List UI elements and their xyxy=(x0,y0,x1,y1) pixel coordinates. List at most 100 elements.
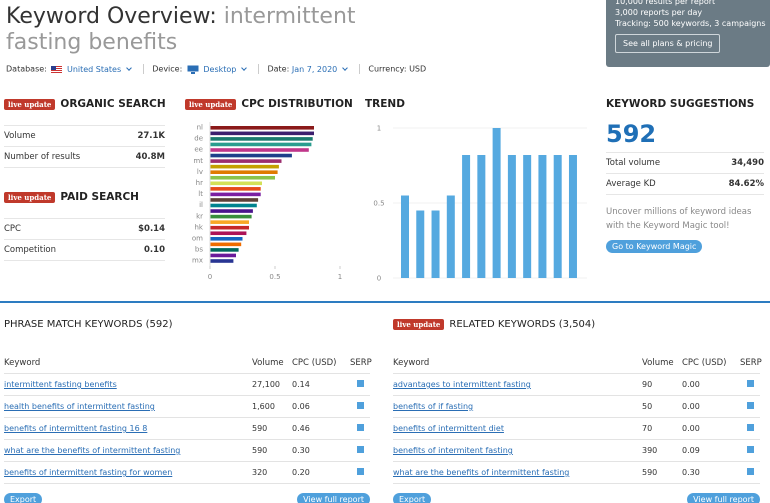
keyword-link[interactable]: benefits of intermittent fasting for wom… xyxy=(4,468,173,477)
cpc-bar xyxy=(210,192,261,197)
serp-icon[interactable] xyxy=(356,468,364,475)
database-select[interactable]: United States xyxy=(66,64,122,74)
trend-bar xyxy=(492,128,501,278)
cpc-bar xyxy=(210,203,257,208)
info-text: Uncover millions of keyword ideas with t… xyxy=(606,207,752,231)
serp-cell xyxy=(350,446,370,455)
x-tick-label: 0.5 xyxy=(269,273,280,281)
cell: 590 xyxy=(642,468,658,477)
cell: 0.46 xyxy=(292,424,310,433)
serp-icon[interactable] xyxy=(746,380,754,387)
cell: 0.00 xyxy=(682,402,700,411)
serp-icon[interactable] xyxy=(356,424,364,431)
cell: 0.30 xyxy=(292,446,310,455)
keyword-suggestions: KEYWORD SUGGESTIONS 592 Total volume 34,4… xyxy=(606,98,764,253)
cell: 590 xyxy=(252,446,268,455)
table-row: what are the benefits of intermittent fa… xyxy=(393,462,760,484)
keyword-link[interactable]: what are the benefits of intermittent fa… xyxy=(393,468,570,477)
metric-label: Volume xyxy=(4,131,36,141)
table-row: benefits of intermittent diet 70 0.00 xyxy=(393,418,760,440)
title-text: Keyword Overview: xyxy=(6,4,217,29)
column-header: Volume xyxy=(252,357,284,368)
keyword-link[interactable]: benefits of intermitent fasting xyxy=(393,446,513,455)
keyword-link[interactable]: health benefits of intermittent fasting xyxy=(4,402,155,411)
cell: 390 xyxy=(642,446,658,455)
serp-cell xyxy=(740,402,760,411)
keyword-link[interactable]: benefits of if fasting xyxy=(393,402,474,411)
cpc-bar xyxy=(210,198,259,202)
cpc-bar xyxy=(210,181,262,186)
column-header: Keyword xyxy=(4,357,41,368)
country-label: hk xyxy=(195,223,204,231)
serp-cell xyxy=(350,402,370,411)
section-title: CPC DISTRIBUTION xyxy=(241,98,353,110)
table-title: PHRASE MATCH KEYWORDS (592) xyxy=(4,318,370,352)
serp-icon[interactable] xyxy=(356,380,364,387)
serp-icon[interactable] xyxy=(746,468,754,475)
serp-icon[interactable] xyxy=(746,446,754,453)
date-select[interactable]: Jan 7, 2020 xyxy=(291,64,338,74)
table-header: Keyword Volume CPC (USD) SERP xyxy=(4,352,372,374)
label: Currency: xyxy=(368,64,407,74)
trend-bar xyxy=(538,155,547,278)
x-tick-label: 0 xyxy=(208,273,212,281)
cell: 50 xyxy=(642,402,653,411)
cpc-bar xyxy=(210,148,309,152)
section-title: PHRASE MATCH KEYWORDS (592) xyxy=(4,319,173,330)
view-report-button[interactable]: View full report xyxy=(297,493,370,503)
table-row: benefits of intermitent fasting 390 0.09 xyxy=(393,440,760,462)
serp-cell xyxy=(740,468,760,477)
serp-icon[interactable] xyxy=(746,424,754,431)
country-label: lv xyxy=(197,168,203,176)
cpc-bar xyxy=(210,259,234,263)
cell: 90 xyxy=(642,380,653,389)
view-report-button[interactable]: View full report xyxy=(687,493,760,503)
keyword-link[interactable]: what are the benefits of intermittent fa… xyxy=(4,446,181,455)
serp-icon[interactable] xyxy=(746,402,754,409)
keyword-link[interactable]: benefits of intermittent diet xyxy=(393,424,504,433)
trend-bar xyxy=(431,210,440,278)
table-row: what are the benefits of intermittent fa… xyxy=(4,440,370,462)
cell: 0.09 xyxy=(682,446,700,455)
cpc-bar xyxy=(210,220,249,224)
metric-label: Competition xyxy=(4,245,57,255)
plans-button[interactable]: See all plans & pricing xyxy=(615,34,721,53)
table-footer: Export View full report xyxy=(4,493,370,503)
country-label: kr xyxy=(196,212,203,220)
cell: 0.00 xyxy=(682,380,700,389)
export-button[interactable]: Export xyxy=(393,493,432,503)
cpc-bar xyxy=(210,126,314,130)
y-tick-label: 1 xyxy=(377,125,381,133)
keyword-link[interactable]: intermittent fasting benefits xyxy=(4,380,117,389)
metric-value: 0.10 xyxy=(144,245,165,255)
column-header: SERP xyxy=(740,357,762,368)
page-title: Keyword Overview: intermittent fasting b… xyxy=(6,4,386,56)
metric-row: CPC $0.14 xyxy=(4,218,165,240)
metric-label: CPC xyxy=(4,224,21,234)
cell: 0.14 xyxy=(292,380,310,389)
device-select[interactable]: Desktop xyxy=(203,64,237,74)
section-title: PAID SEARCH xyxy=(60,191,139,203)
serp-icon[interactable] xyxy=(356,402,364,409)
table-row: benefits of intermittent fasting for wom… xyxy=(4,462,370,484)
section-title: ORGANIC SEARCH xyxy=(60,98,166,110)
desktop-icon xyxy=(187,65,199,74)
export-button[interactable]: Export xyxy=(4,493,43,503)
table-row: health benefits of intermittent fasting 1… xyxy=(4,396,370,418)
suggestion-count: 592 xyxy=(606,120,657,148)
keyword-link[interactable]: benefits of intermittent fasting 16 8 xyxy=(4,424,148,433)
section-title: KEYWORD SUGGESTIONS xyxy=(606,98,755,110)
trend-bar xyxy=(568,155,577,278)
table-header: Keyword Volume CPC (USD) SERP xyxy=(393,352,762,374)
cpc-bar xyxy=(210,142,312,147)
plan-line: Tracking: 500 keywords, 3 campaigns xyxy=(615,19,766,28)
serp-icon[interactable] xyxy=(356,446,364,453)
cell: 1,600 xyxy=(252,402,275,411)
trend-bar xyxy=(416,210,425,278)
column-header: CPC (USD) xyxy=(682,357,727,368)
flag-icon xyxy=(51,65,63,73)
country-label: mx xyxy=(192,257,203,265)
keyword-magic-button[interactable]: Go to Keyword Magic xyxy=(606,240,703,253)
column-header: SERP xyxy=(350,357,372,368)
keyword-link[interactable]: advantages to intermittent fasting xyxy=(393,380,531,389)
